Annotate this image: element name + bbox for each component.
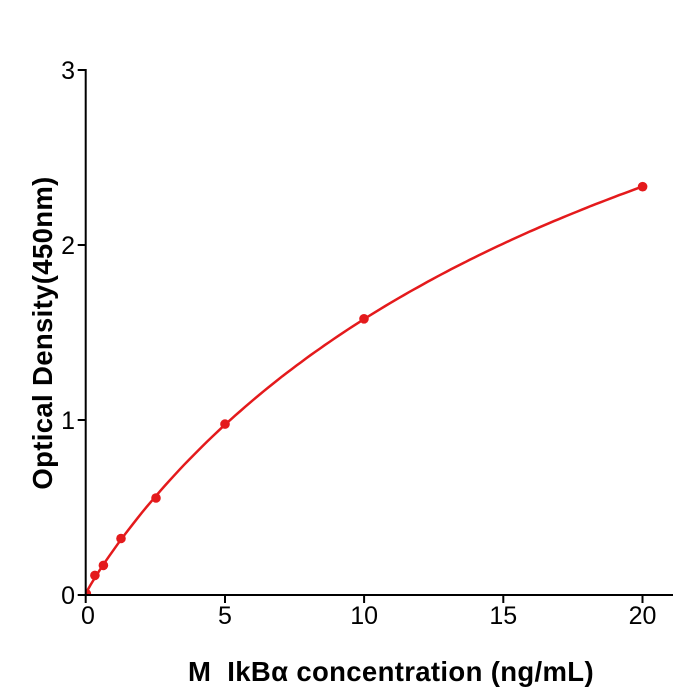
svg-text:2: 2 bbox=[61, 232, 75, 260]
svg-text:3: 3 bbox=[61, 57, 75, 85]
svg-text:M IkBα concentration (ng/mL): M IkBα concentration (ng/mL) bbox=[188, 656, 594, 687]
svg-text:0: 0 bbox=[61, 582, 75, 610]
svg-text:0: 0 bbox=[81, 602, 95, 630]
svg-text:5: 5 bbox=[218, 602, 232, 630]
svg-text:10: 10 bbox=[350, 602, 378, 630]
svg-text:15: 15 bbox=[489, 602, 517, 630]
svg-text:Optical Density(450nm): Optical Density(450nm) bbox=[27, 176, 58, 489]
svg-text:20: 20 bbox=[629, 602, 657, 630]
svg-text:1: 1 bbox=[61, 407, 75, 435]
